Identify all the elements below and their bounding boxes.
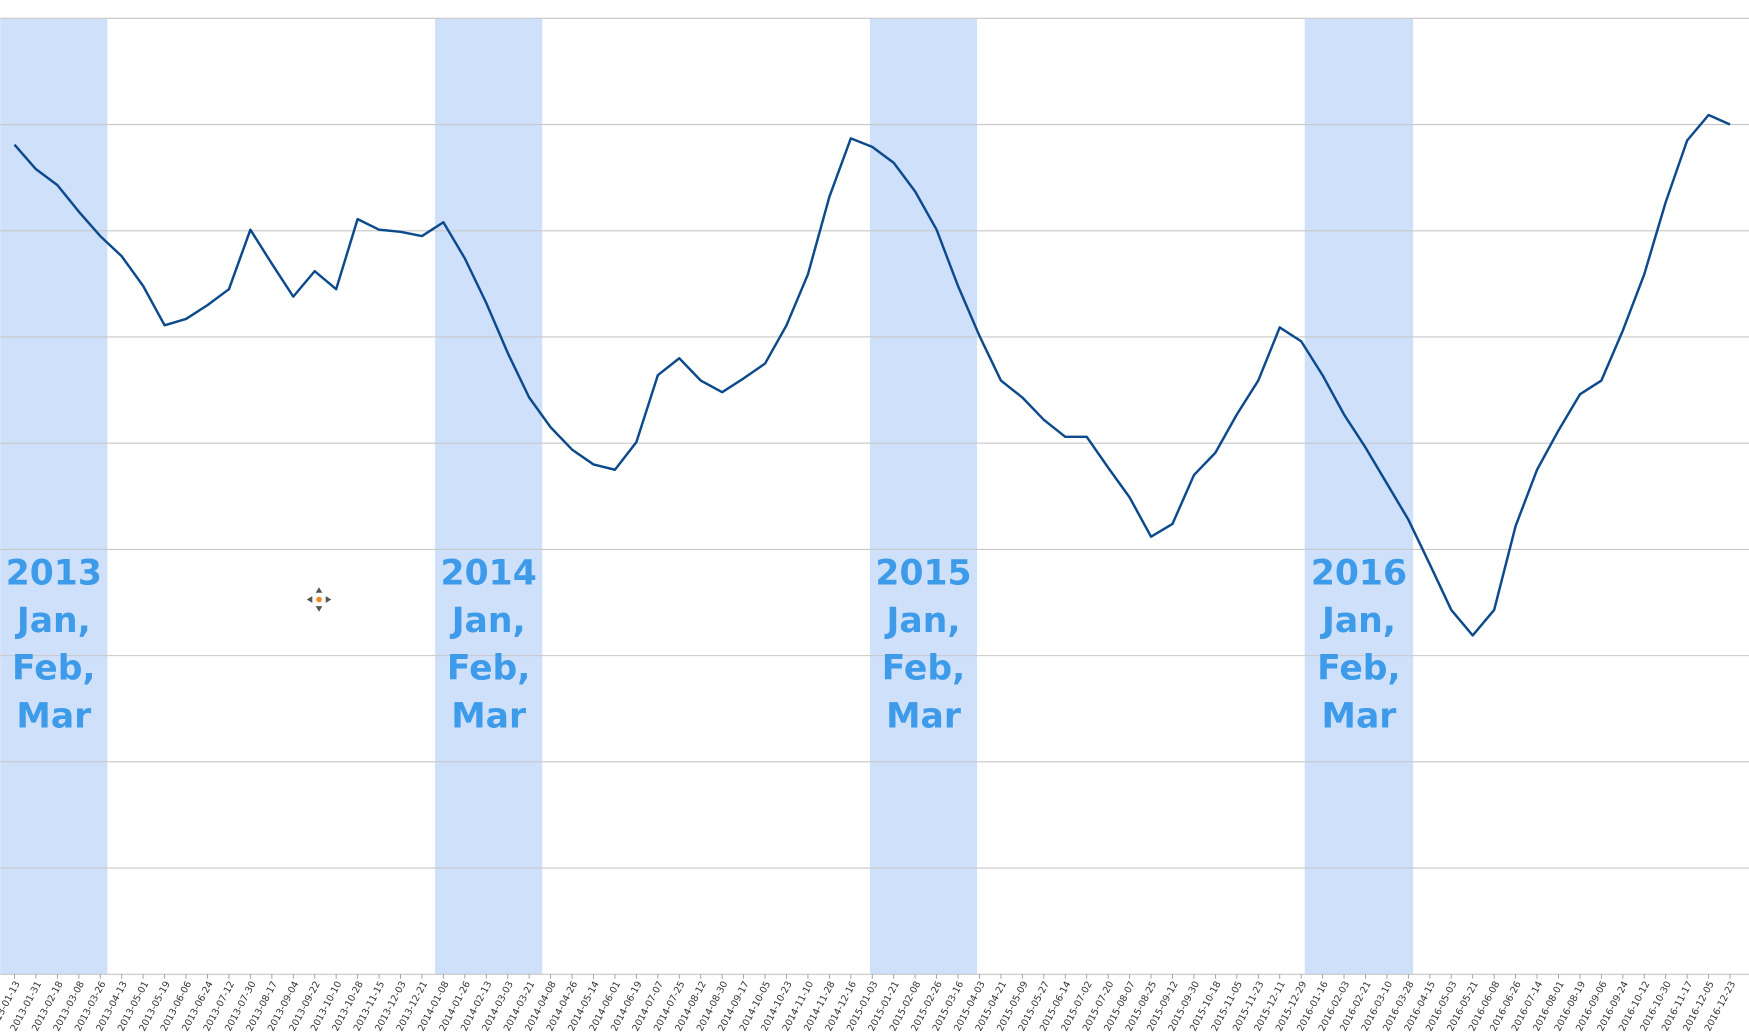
quarter-band xyxy=(435,18,543,975)
annotation: Mar xyxy=(1322,696,1397,736)
annotation: 2015 xyxy=(875,553,971,593)
data-line xyxy=(13,113,1731,637)
x-axis: 2013-01-132013-01-312013-02-182013-03-08… xyxy=(0,974,1738,1033)
annotation: Feb, xyxy=(882,649,966,689)
grid xyxy=(0,17,1749,975)
annotation: Feb, xyxy=(12,649,96,689)
quarter-band xyxy=(869,18,978,975)
annotation: Mar xyxy=(886,696,961,736)
quarter-band xyxy=(1304,18,1414,975)
cursor-icon xyxy=(306,587,332,612)
annotation: Feb, xyxy=(1317,649,1401,689)
annotation: Jan, xyxy=(1320,601,1396,641)
annotation: 2013 xyxy=(6,553,102,593)
annotation: 2014 xyxy=(441,553,537,593)
annotation: Mar xyxy=(16,696,91,736)
annotation: Jan, xyxy=(885,601,961,641)
annotation: Feb, xyxy=(447,649,531,689)
annotation: Jan, xyxy=(450,601,526,641)
bands xyxy=(0,18,1414,975)
annotation: Mar xyxy=(451,696,526,736)
annotation: 2016 xyxy=(1311,553,1407,593)
annotation: Jan, xyxy=(15,601,91,641)
quarter-band xyxy=(0,18,108,975)
plot: 2013 Jan, Feb, Mar 2014 Jan, Feb, Mar 2015 Jan, Fe… xyxy=(6,113,1731,736)
